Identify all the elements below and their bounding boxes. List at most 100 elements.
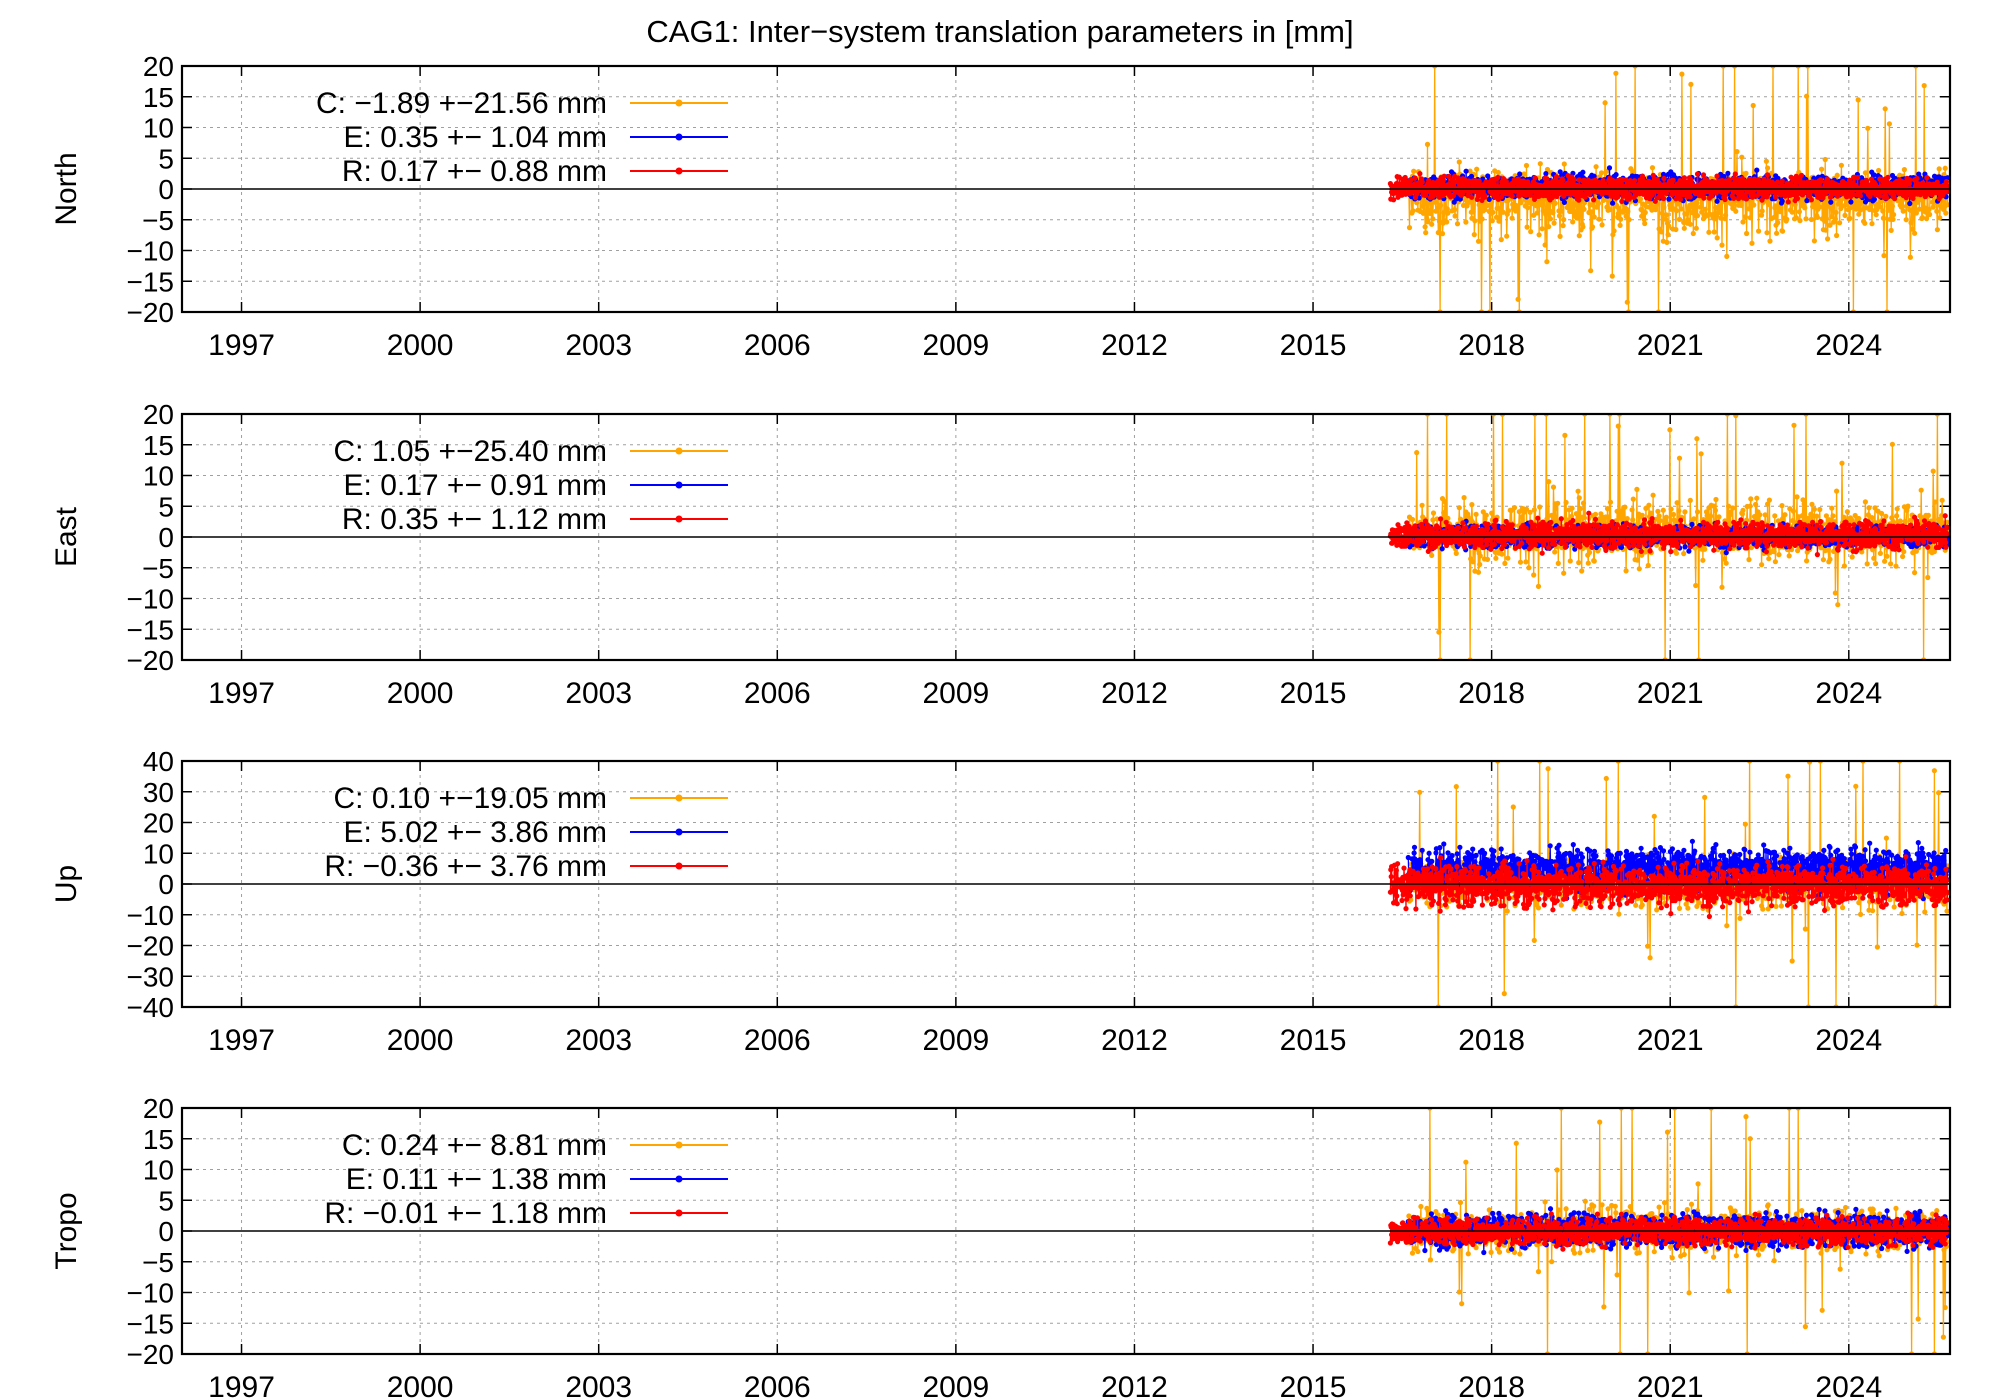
x-tick-label: 2006 bbox=[744, 677, 811, 710]
y-axis-label: Tropo bbox=[50, 1192, 83, 1269]
x-tick-label: 2006 bbox=[744, 1024, 811, 1057]
y-tick-label: −15 bbox=[127, 1308, 175, 1339]
legend-label-c: C: 1.05 +−25.40 mm bbox=[334, 435, 608, 468]
y-tick-label: 10 bbox=[143, 461, 174, 492]
y-tick-label: −20 bbox=[127, 645, 175, 676]
y-tick-label: −10 bbox=[127, 236, 175, 267]
y-tick-label: 15 bbox=[143, 82, 174, 113]
y-tick-label: −5 bbox=[142, 205, 174, 236]
x-tick-label: 2024 bbox=[1815, 329, 1882, 362]
y-tick-label: −20 bbox=[127, 297, 175, 328]
legend-label-r: R: 0.17 +− 0.88 mm bbox=[342, 155, 607, 188]
x-tick-label: 2000 bbox=[387, 1024, 454, 1057]
y-tick-label: −15 bbox=[127, 614, 175, 645]
y-tick-label: 0 bbox=[158, 522, 174, 553]
y-tick-label: 20 bbox=[143, 51, 174, 82]
x-tick-label: 2018 bbox=[1458, 1024, 1525, 1057]
y-axis-label: East bbox=[50, 506, 83, 567]
legend-label-c: C: −1.89 +−21.56 mm bbox=[316, 87, 607, 120]
y-tick-label: 0 bbox=[158, 1216, 174, 1247]
x-tick-label: 2000 bbox=[387, 1371, 454, 1400]
x-tick-label: 2009 bbox=[922, 1024, 989, 1057]
legend-label-e: E: 5.02 +− 3.86 mm bbox=[344, 816, 607, 849]
y-tick-label: 5 bbox=[158, 1185, 174, 1216]
x-tick-label: 2021 bbox=[1637, 329, 1704, 362]
y-tick-label: −10 bbox=[127, 584, 175, 615]
y-tick-label: 40 bbox=[143, 746, 174, 777]
legend-label-e: E: 0.35 +− 1.04 mm bbox=[344, 121, 607, 154]
x-tick-label: 1997 bbox=[208, 1024, 275, 1057]
legend-label-r: R: 0.35 +− 1.12 mm bbox=[342, 503, 607, 536]
legend-marker-c bbox=[676, 1142, 683, 1149]
x-tick-label: 2015 bbox=[1280, 329, 1347, 362]
legend-label-e: E: 0.11 +− 1.38 mm bbox=[346, 1163, 607, 1196]
legend-marker-e bbox=[676, 829, 683, 836]
legend-label-r: R: −0.01 +− 1.18 mm bbox=[324, 1197, 607, 1230]
legend-marker-c bbox=[676, 100, 683, 107]
y-tick-label: 0 bbox=[158, 869, 174, 900]
legend-label-r: R: −0.36 +− 3.76 mm bbox=[324, 850, 607, 883]
x-tick-label: 2003 bbox=[565, 329, 632, 362]
x-tick-label: 2006 bbox=[744, 1371, 811, 1400]
legend-label-c: C: 0.10 +−19.05 mm bbox=[334, 782, 608, 815]
y-tick-label: 10 bbox=[143, 838, 174, 869]
y-tick-label: −15 bbox=[127, 266, 175, 297]
y-tick-label: −20 bbox=[127, 1339, 175, 1370]
x-tick-label: 2009 bbox=[922, 1371, 989, 1400]
x-tick-label: 2006 bbox=[744, 329, 811, 362]
x-tick-label: 1997 bbox=[208, 677, 275, 710]
x-tick-label: 2018 bbox=[1458, 329, 1525, 362]
legend-marker-c bbox=[676, 448, 683, 455]
y-tick-label: −20 bbox=[127, 931, 175, 962]
x-tick-label: 2021 bbox=[1637, 1371, 1704, 1400]
legend-marker-e bbox=[676, 1176, 683, 1183]
x-tick-label: 2024 bbox=[1815, 677, 1882, 710]
y-tick-label: −40 bbox=[127, 992, 175, 1023]
x-tick-label: 1997 bbox=[208, 329, 275, 362]
y-tick-label: −10 bbox=[127, 1278, 175, 1309]
y-tick-label: 5 bbox=[158, 143, 174, 174]
y-tick-label: 10 bbox=[143, 1155, 174, 1186]
y-axis-label: North bbox=[50, 152, 83, 225]
y-tick-label: 10 bbox=[143, 113, 174, 144]
x-tick-label: 2000 bbox=[387, 677, 454, 710]
y-tick-label: 0 bbox=[158, 174, 174, 205]
y-axis-label: Up bbox=[50, 865, 83, 903]
x-tick-label: 2012 bbox=[1101, 1371, 1168, 1400]
legend-marker-r bbox=[676, 516, 683, 523]
y-tick-label: 15 bbox=[143, 430, 174, 461]
x-tick-label: 2012 bbox=[1101, 677, 1168, 710]
x-tick-label: 2015 bbox=[1280, 1024, 1347, 1057]
legend-marker-e bbox=[676, 134, 683, 141]
x-tick-label: 2009 bbox=[922, 329, 989, 362]
panel-tropo: 1997 2000 2003 2006 2009 2012 2015 2018 2021 2024… bbox=[50, 1093, 1950, 1400]
y-tick-label: −5 bbox=[142, 1247, 174, 1278]
legend-marker-r bbox=[676, 1210, 683, 1217]
x-tick-label: 2024 bbox=[1815, 1371, 1882, 1400]
x-tick-label: 2009 bbox=[922, 677, 989, 710]
y-tick-label: −10 bbox=[127, 900, 175, 931]
y-tick-label: −5 bbox=[142, 553, 174, 584]
y-tick-label: 20 bbox=[143, 808, 174, 839]
legend-marker-c bbox=[676, 795, 683, 802]
x-tick-label: 2024 bbox=[1815, 1024, 1882, 1057]
legend-label-c: C: 0.24 +− 8.81 mm bbox=[342, 1129, 607, 1162]
legend-marker-e bbox=[676, 482, 683, 489]
legend-label-e: E: 0.17 +− 0.91 mm bbox=[344, 469, 607, 502]
x-tick-label: 2003 bbox=[565, 1371, 632, 1400]
x-tick-label: 2018 bbox=[1458, 1371, 1525, 1400]
x-tick-label: 2012 bbox=[1101, 329, 1168, 362]
x-tick-label: 2021 bbox=[1637, 677, 1704, 710]
y-tick-label: −30 bbox=[127, 961, 175, 992]
x-tick-label: 2012 bbox=[1101, 1024, 1168, 1057]
legend-marker-r bbox=[676, 863, 683, 870]
x-tick-label: 2018 bbox=[1458, 677, 1525, 710]
legend-marker-r bbox=[676, 168, 683, 175]
y-tick-label: 20 bbox=[143, 399, 174, 430]
x-tick-label: 2015 bbox=[1280, 1371, 1347, 1400]
x-tick-label: 1997 bbox=[208, 1371, 275, 1400]
figure-title: CAG1: Inter−system translation parameter… bbox=[646, 14, 1353, 49]
x-tick-label: 2003 bbox=[565, 1024, 632, 1057]
y-tick-label: 20 bbox=[143, 1093, 174, 1124]
